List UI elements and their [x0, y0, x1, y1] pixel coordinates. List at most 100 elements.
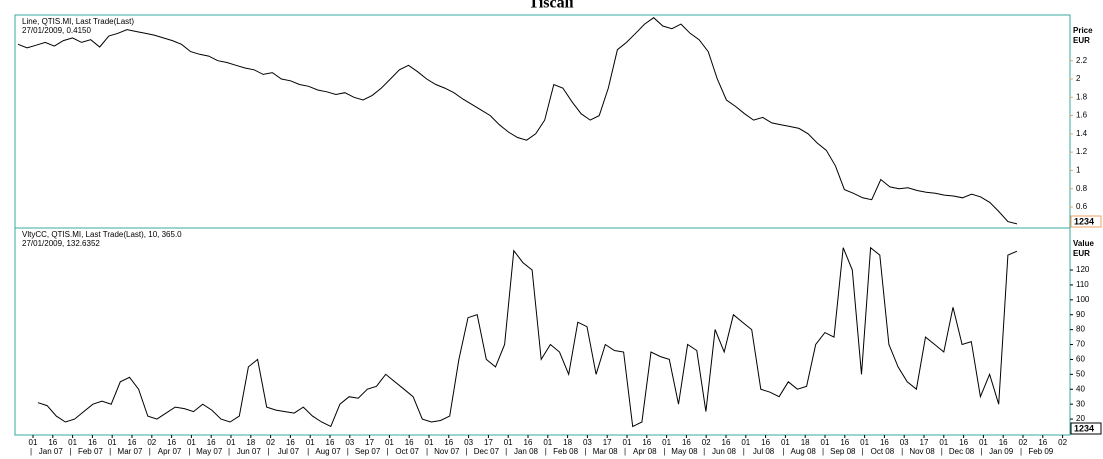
- x-tick-label: 01: [108, 438, 117, 447]
- y-tick-label: 70: [1076, 340, 1085, 349]
- month-separator: |: [426, 447, 428, 456]
- month-label: Aug 08: [791, 447, 817, 456]
- axis-title: Value: [1073, 239, 1094, 248]
- month-label: Nov 07: [434, 447, 460, 456]
- month-separator: |: [228, 447, 230, 456]
- x-tick-label: 03: [345, 438, 354, 447]
- x-tick-label: 01: [68, 438, 77, 447]
- month-separator: |: [1020, 447, 1022, 456]
- month-separator: |: [664, 447, 666, 456]
- month-separator: |: [149, 447, 151, 456]
- month-label: Dec 07: [474, 447, 500, 456]
- month-label: Sep 08: [830, 447, 856, 456]
- chart-title: Tiscali: [528, 0, 574, 12]
- x-tick-label: 16: [286, 438, 295, 447]
- month-separator: |: [822, 447, 824, 456]
- x-tick-label: 16: [840, 438, 849, 447]
- x-tick-label: 03: [464, 438, 473, 447]
- x-tick-label: 16: [682, 438, 691, 447]
- month-label: Sep 07: [355, 447, 381, 456]
- axis-unit: EUR: [1073, 36, 1090, 45]
- x-tick-label: 16: [444, 438, 453, 447]
- x-tick-label: 18: [563, 438, 572, 447]
- x-tick-label: 01: [504, 438, 513, 447]
- y-tick-label: 100: [1076, 295, 1090, 304]
- x-tick-label: 02: [702, 438, 711, 447]
- x-tick-label: 16: [88, 438, 97, 447]
- x-tick-label: 17: [365, 438, 374, 447]
- month-label: Mar 07: [118, 447, 143, 456]
- month-label: Mar 08: [593, 447, 618, 456]
- panel-header: VltyCC, QTIS.MI, Last Trade(Last), 10, 3…: [22, 230, 182, 239]
- x-tick-label: 01: [939, 438, 948, 447]
- x-tick-label: 16: [642, 438, 651, 447]
- month-separator: |: [584, 447, 586, 456]
- x-tick-label: 17: [484, 438, 493, 447]
- top-panel: [14, 14, 1071, 229]
- month-separator: |: [980, 447, 982, 456]
- x-tick-label: 01: [29, 438, 38, 447]
- y-tick-label: 90: [1076, 310, 1085, 319]
- value-tag-box: [1070, 215, 1102, 228]
- y-tick-label: 1: [1076, 166, 1081, 175]
- month-separator: |: [782, 447, 784, 456]
- month-label: Nov 08: [909, 447, 935, 456]
- x-tick-label: 16: [959, 438, 968, 447]
- x-tick-label: 16: [326, 438, 335, 447]
- y-tick-label: 30: [1076, 399, 1085, 408]
- x-tick-label: 02: [1019, 438, 1028, 447]
- x-tick-label: 16: [722, 438, 731, 447]
- y-tick-label: 1.6: [1076, 111, 1088, 120]
- series-line: [37, 246, 1018, 428]
- x-tick-label: 02: [1058, 438, 1067, 447]
- x-tick-label: 01: [306, 438, 315, 447]
- month-separator: |: [268, 447, 270, 456]
- x-tick-label: 16: [880, 438, 889, 447]
- month-separator: |: [30, 447, 32, 456]
- month-label: Jul 07: [278, 447, 300, 456]
- x-tick-label: 01: [623, 438, 632, 447]
- x-tick-label: 16: [761, 438, 770, 447]
- x-tick-label: 01: [860, 438, 869, 447]
- panel-header: Line, QTIS.MI, Last Trade(Last): [22, 17, 134, 26]
- x-tick-label: 18: [801, 438, 810, 447]
- month-label: Apr 07: [158, 447, 182, 456]
- x-tick-label: 01: [662, 438, 671, 447]
- y-tick-label: 0.6: [1076, 202, 1088, 211]
- month-label: Oct 07: [395, 447, 419, 456]
- month-label: May 07: [196, 447, 223, 456]
- month-label: Jul 08: [753, 447, 775, 456]
- month-separator: |: [307, 447, 309, 456]
- x-tick-label: 16: [167, 438, 176, 447]
- month-label: Dec 08: [949, 447, 975, 456]
- x-tick-label: 01: [821, 438, 830, 447]
- x-tick-label: 16: [48, 438, 57, 447]
- month-separator: |: [109, 447, 111, 456]
- month-separator: |: [545, 447, 547, 456]
- x-tick-label: 16: [207, 438, 216, 447]
- y-tick-label: 1.4: [1076, 129, 1088, 138]
- x-tick-label: 16: [405, 438, 414, 447]
- month-label: Feb 08: [553, 447, 578, 456]
- month-separator: |: [703, 447, 705, 456]
- y-tick-label: 40: [1076, 384, 1085, 393]
- month-label: Jun 08: [712, 447, 737, 456]
- x-tick-label: 01: [741, 438, 750, 447]
- x-tick-label: 01: [543, 438, 552, 447]
- month-separator: |: [386, 447, 388, 456]
- x-tick-label: 02: [266, 438, 275, 447]
- y-tick-label: 60: [1076, 355, 1085, 364]
- month-separator: |: [466, 447, 468, 456]
- y-tick-label: 50: [1076, 369, 1085, 378]
- x-tick-label: 03: [900, 438, 909, 447]
- x-tick-label: 01: [187, 438, 196, 447]
- month-label: Jan 08: [514, 447, 539, 456]
- month-separator: |: [188, 447, 190, 456]
- month-label: Jan 09: [989, 447, 1014, 456]
- axis-title: Price: [1073, 26, 1093, 35]
- month-label: Oct 08: [871, 447, 895, 456]
- month-label: Apr 08: [633, 447, 657, 456]
- month-separator: |: [624, 447, 626, 456]
- month-separator: |: [941, 447, 943, 456]
- axis-unit: EUR: [1073, 249, 1090, 258]
